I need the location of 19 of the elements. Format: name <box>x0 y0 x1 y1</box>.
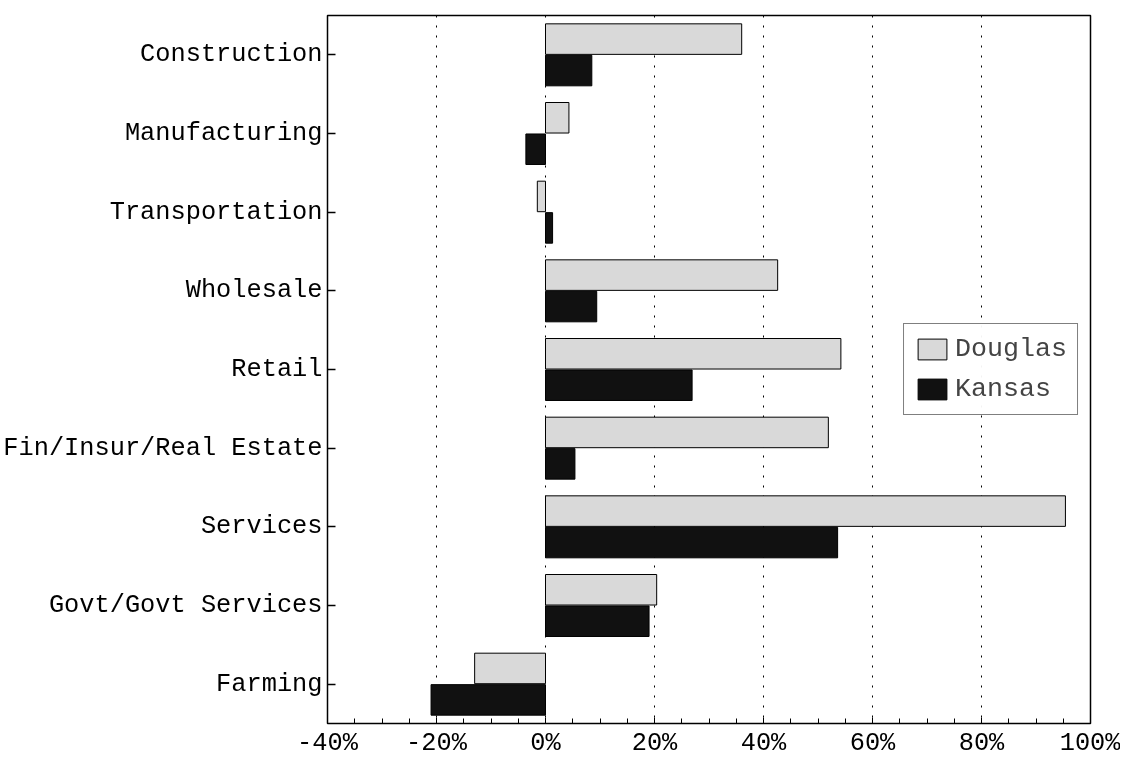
y-tick-label: Govt/Govt Services <box>48 591 323 620</box>
legend-label: Douglas <box>955 334 1067 364</box>
x-tick-label: 0% <box>530 728 562 758</box>
x-tick-label: -40% <box>297 728 359 758</box>
x-tick-label: 80% <box>958 728 1006 758</box>
y-tick-label: Services <box>200 512 323 542</box>
y-tick-label: Farming <box>216 669 323 699</box>
x-tick-label: 100% <box>1059 728 1122 758</box>
x-tick-label: 40% <box>740 728 788 758</box>
y-tick-label: Transportation <box>109 197 323 227</box>
legend-label: Kansas <box>955 374 1051 404</box>
y-tick-label: Construction <box>140 40 323 70</box>
y-tick-label: Wholesale <box>185 276 323 306</box>
y-tick-label: Retail <box>231 355 323 384</box>
x-tick-label: -20% <box>406 728 468 758</box>
x-tick-label: 20% <box>631 728 679 758</box>
x-tick-label: 60% <box>849 728 897 758</box>
y-tick-label: Fin/Insur/Real Estate <box>3 433 323 463</box>
y-tick-label: Manufacturing <box>124 119 323 148</box>
